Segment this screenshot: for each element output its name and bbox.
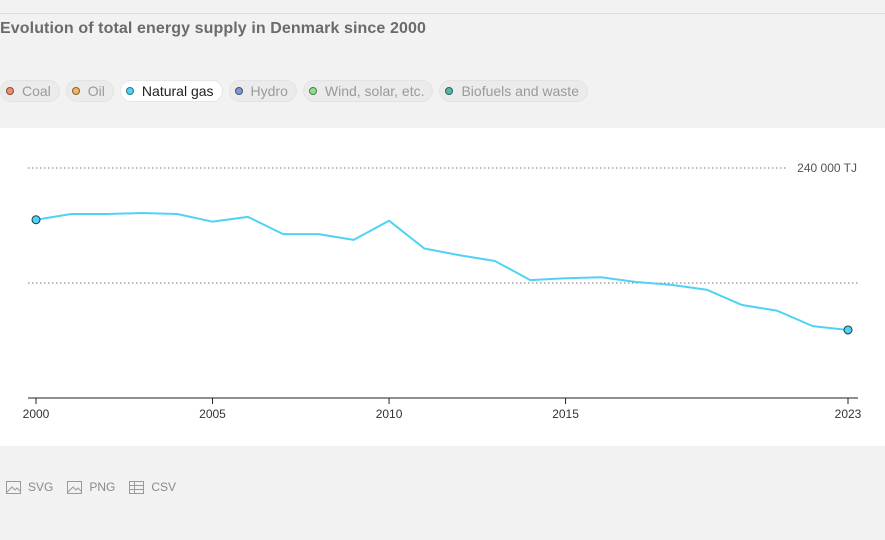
download-csv-button[interactable]: CSV <box>129 480 176 494</box>
legend-item-biofuels-and-waste[interactable]: Biofuels and waste <box>439 80 588 102</box>
legend-swatch <box>234 87 243 95</box>
reference-line-label: 240 000 TJ <box>797 161 857 175</box>
download-bar: SVG PNG CSV <box>6 480 176 494</box>
chart-panel: 240 000 TJ 2000 2005 2010 2015 2023 <box>0 128 885 446</box>
image-icon <box>6 480 21 494</box>
chart-title: Evolution of total energy supply in Denm… <box>0 20 426 37</box>
image-icon <box>67 480 83 494</box>
download-png-label: PNG <box>89 480 116 494</box>
legend-swatch <box>308 87 317 95</box>
download-png-button[interactable]: PNG <box>67 480 115 494</box>
legend-item-hydro[interactable]: Hydro <box>228 80 297 102</box>
x-tick-label: 2015 <box>552 407 579 421</box>
legend-label: Biofuels and waste <box>461 83 579 99</box>
legend-swatch <box>71 87 80 95</box>
chart-svg: 240 000 TJ 2000 2005 2010 2015 2023 <box>23 161 862 421</box>
data-point-2000 <box>31 215 41 225</box>
data-point-2023 <box>843 325 853 335</box>
legend-item-coal[interactable]: Coal <box>0 80 60 102</box>
legend-item-natural-gas[interactable]: Natural gas <box>119 80 223 102</box>
legend-label: Wind, solar, etc. <box>324 83 425 99</box>
legend-label: Coal <box>22 83 51 99</box>
x-tick-label: 2010 <box>376 407 403 421</box>
download-csv-label: CSV <box>151 480 177 494</box>
series-line-natural-gas <box>35 212 849 331</box>
legend-swatch <box>445 87 454 95</box>
legend-item-oil[interactable]: Oil <box>65 80 114 102</box>
top-divider <box>0 13 885 14</box>
x-tick-label: 2005 <box>199 407 226 421</box>
legend-swatch <box>6 87 14 95</box>
legend-item-wind-solar-etc[interactable]: Wind, solar, etc. <box>302 80 434 102</box>
legend-label: Oil <box>87 83 105 99</box>
x-tick-label: 2000 <box>23 407 50 421</box>
download-svg-label: SVG <box>28 480 54 494</box>
legend-label: Hydro <box>250 83 288 99</box>
legend-swatch <box>125 87 134 95</box>
download-svg-button[interactable]: SVG <box>6 480 53 494</box>
legend: Coal Oil Natural gas Hydro Wind, solar, etc.… <box>0 80 588 102</box>
x-tick-label: 2023 <box>835 407 862 421</box>
legend-label: Natural gas <box>141 83 214 99</box>
table-icon <box>129 480 145 494</box>
